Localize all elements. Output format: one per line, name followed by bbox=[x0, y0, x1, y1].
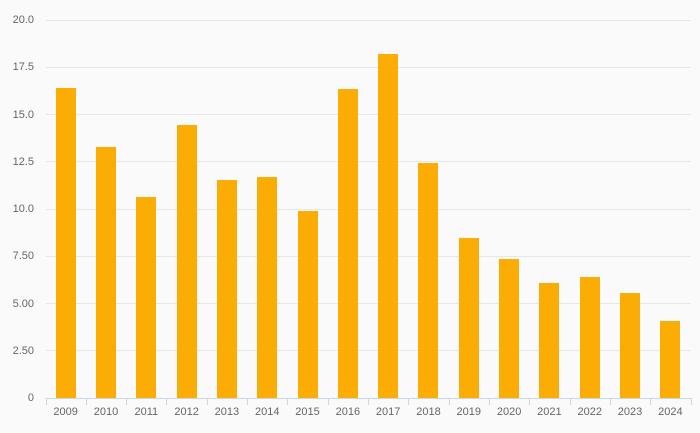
x-axis-tick bbox=[368, 399, 369, 405]
y-gridline bbox=[45, 66, 691, 68]
x-axis-label: 2014 bbox=[254, 406, 280, 418]
x-axis-label: 2016 bbox=[335, 406, 361, 418]
y-axis-label: 10.0 bbox=[12, 203, 34, 215]
x-axis-label: 2009 bbox=[53, 406, 78, 418]
bar-2011 bbox=[136, 196, 157, 398]
y-gridline bbox=[45, 255, 691, 257]
x-axis-label: 2010 bbox=[93, 406, 119, 418]
x-axis-label: 2011 bbox=[134, 406, 159, 418]
x-axis-tick bbox=[287, 399, 289, 405]
y-axis-label: 5.00 bbox=[12, 297, 34, 310]
x-axis-tick bbox=[408, 399, 410, 405]
y-axis-label: 15.0 bbox=[12, 108, 34, 121]
x-axis-label: 2020 bbox=[496, 406, 522, 418]
x-axis-tick bbox=[569, 399, 571, 405]
bar-2010 bbox=[95, 146, 116, 398]
y-gridline bbox=[45, 19, 691, 21]
x-axis-label: 2019 bbox=[456, 406, 482, 418]
y-gridline bbox=[45, 114, 691, 115]
bar-2012 bbox=[176, 124, 197, 398]
bar-2019 bbox=[458, 238, 479, 398]
bar-2013 bbox=[216, 179, 237, 398]
y-axis-label: 12.5 bbox=[12, 155, 34, 168]
x-axis-line bbox=[45, 398, 692, 399]
x-axis-tick bbox=[327, 399, 329, 405]
x-axis-label: 2017 bbox=[375, 406, 401, 418]
x-axis-tick bbox=[650, 399, 652, 405]
x-axis-tick bbox=[166, 399, 168, 405]
x-axis-label: 2018 bbox=[416, 406, 441, 418]
bar-2017 bbox=[378, 54, 399, 398]
bar-2023 bbox=[620, 293, 641, 398]
y-axis-label: 2.50 bbox=[12, 344, 34, 357]
x-axis-tick bbox=[45, 399, 47, 405]
x-axis-tick bbox=[206, 399, 208, 405]
x-axis-tick bbox=[529, 399, 531, 405]
bar-2024 bbox=[660, 320, 681, 398]
y-gridline bbox=[45, 350, 691, 352]
x-axis-label: 2015 bbox=[295, 406, 320, 418]
y-gridline bbox=[45, 208, 691, 210]
bar-2022 bbox=[579, 277, 600, 398]
bar-2009 bbox=[55, 88, 76, 398]
x-axis-label: 2021 bbox=[537, 406, 562, 418]
y-gridline bbox=[45, 161, 691, 163]
x-axis-label: 2024 bbox=[658, 406, 683, 418]
x-axis-tick bbox=[690, 399, 692, 405]
x-axis-label: 2013 bbox=[214, 406, 240, 418]
y-axis-label: 0 bbox=[27, 392, 34, 404]
bar-2018 bbox=[418, 162, 439, 398]
x-axis-tick bbox=[126, 399, 128, 405]
x-axis-label: 2023 bbox=[617, 406, 643, 418]
bar-2014 bbox=[257, 176, 278, 398]
bar-2015 bbox=[297, 210, 318, 398]
x-axis-tick bbox=[448, 399, 450, 405]
x-axis-label: 2012 bbox=[174, 406, 199, 418]
x-axis-tick bbox=[488, 399, 490, 405]
x-axis-tick bbox=[85, 399, 87, 405]
y-axis-label: 7.50 bbox=[12, 250, 34, 263]
x-axis-label: 2022 bbox=[577, 406, 602, 418]
y-axis-label: 20.0 bbox=[12, 14, 34, 26]
y-gridline bbox=[45, 303, 691, 304]
x-axis-tick bbox=[247, 399, 249, 405]
bar-2021 bbox=[539, 282, 560, 398]
y-axis-label: 17.5 bbox=[12, 61, 34, 74]
x-axis-tick bbox=[609, 399, 611, 405]
bar-2016 bbox=[337, 88, 358, 398]
bar-2020 bbox=[499, 259, 520, 398]
